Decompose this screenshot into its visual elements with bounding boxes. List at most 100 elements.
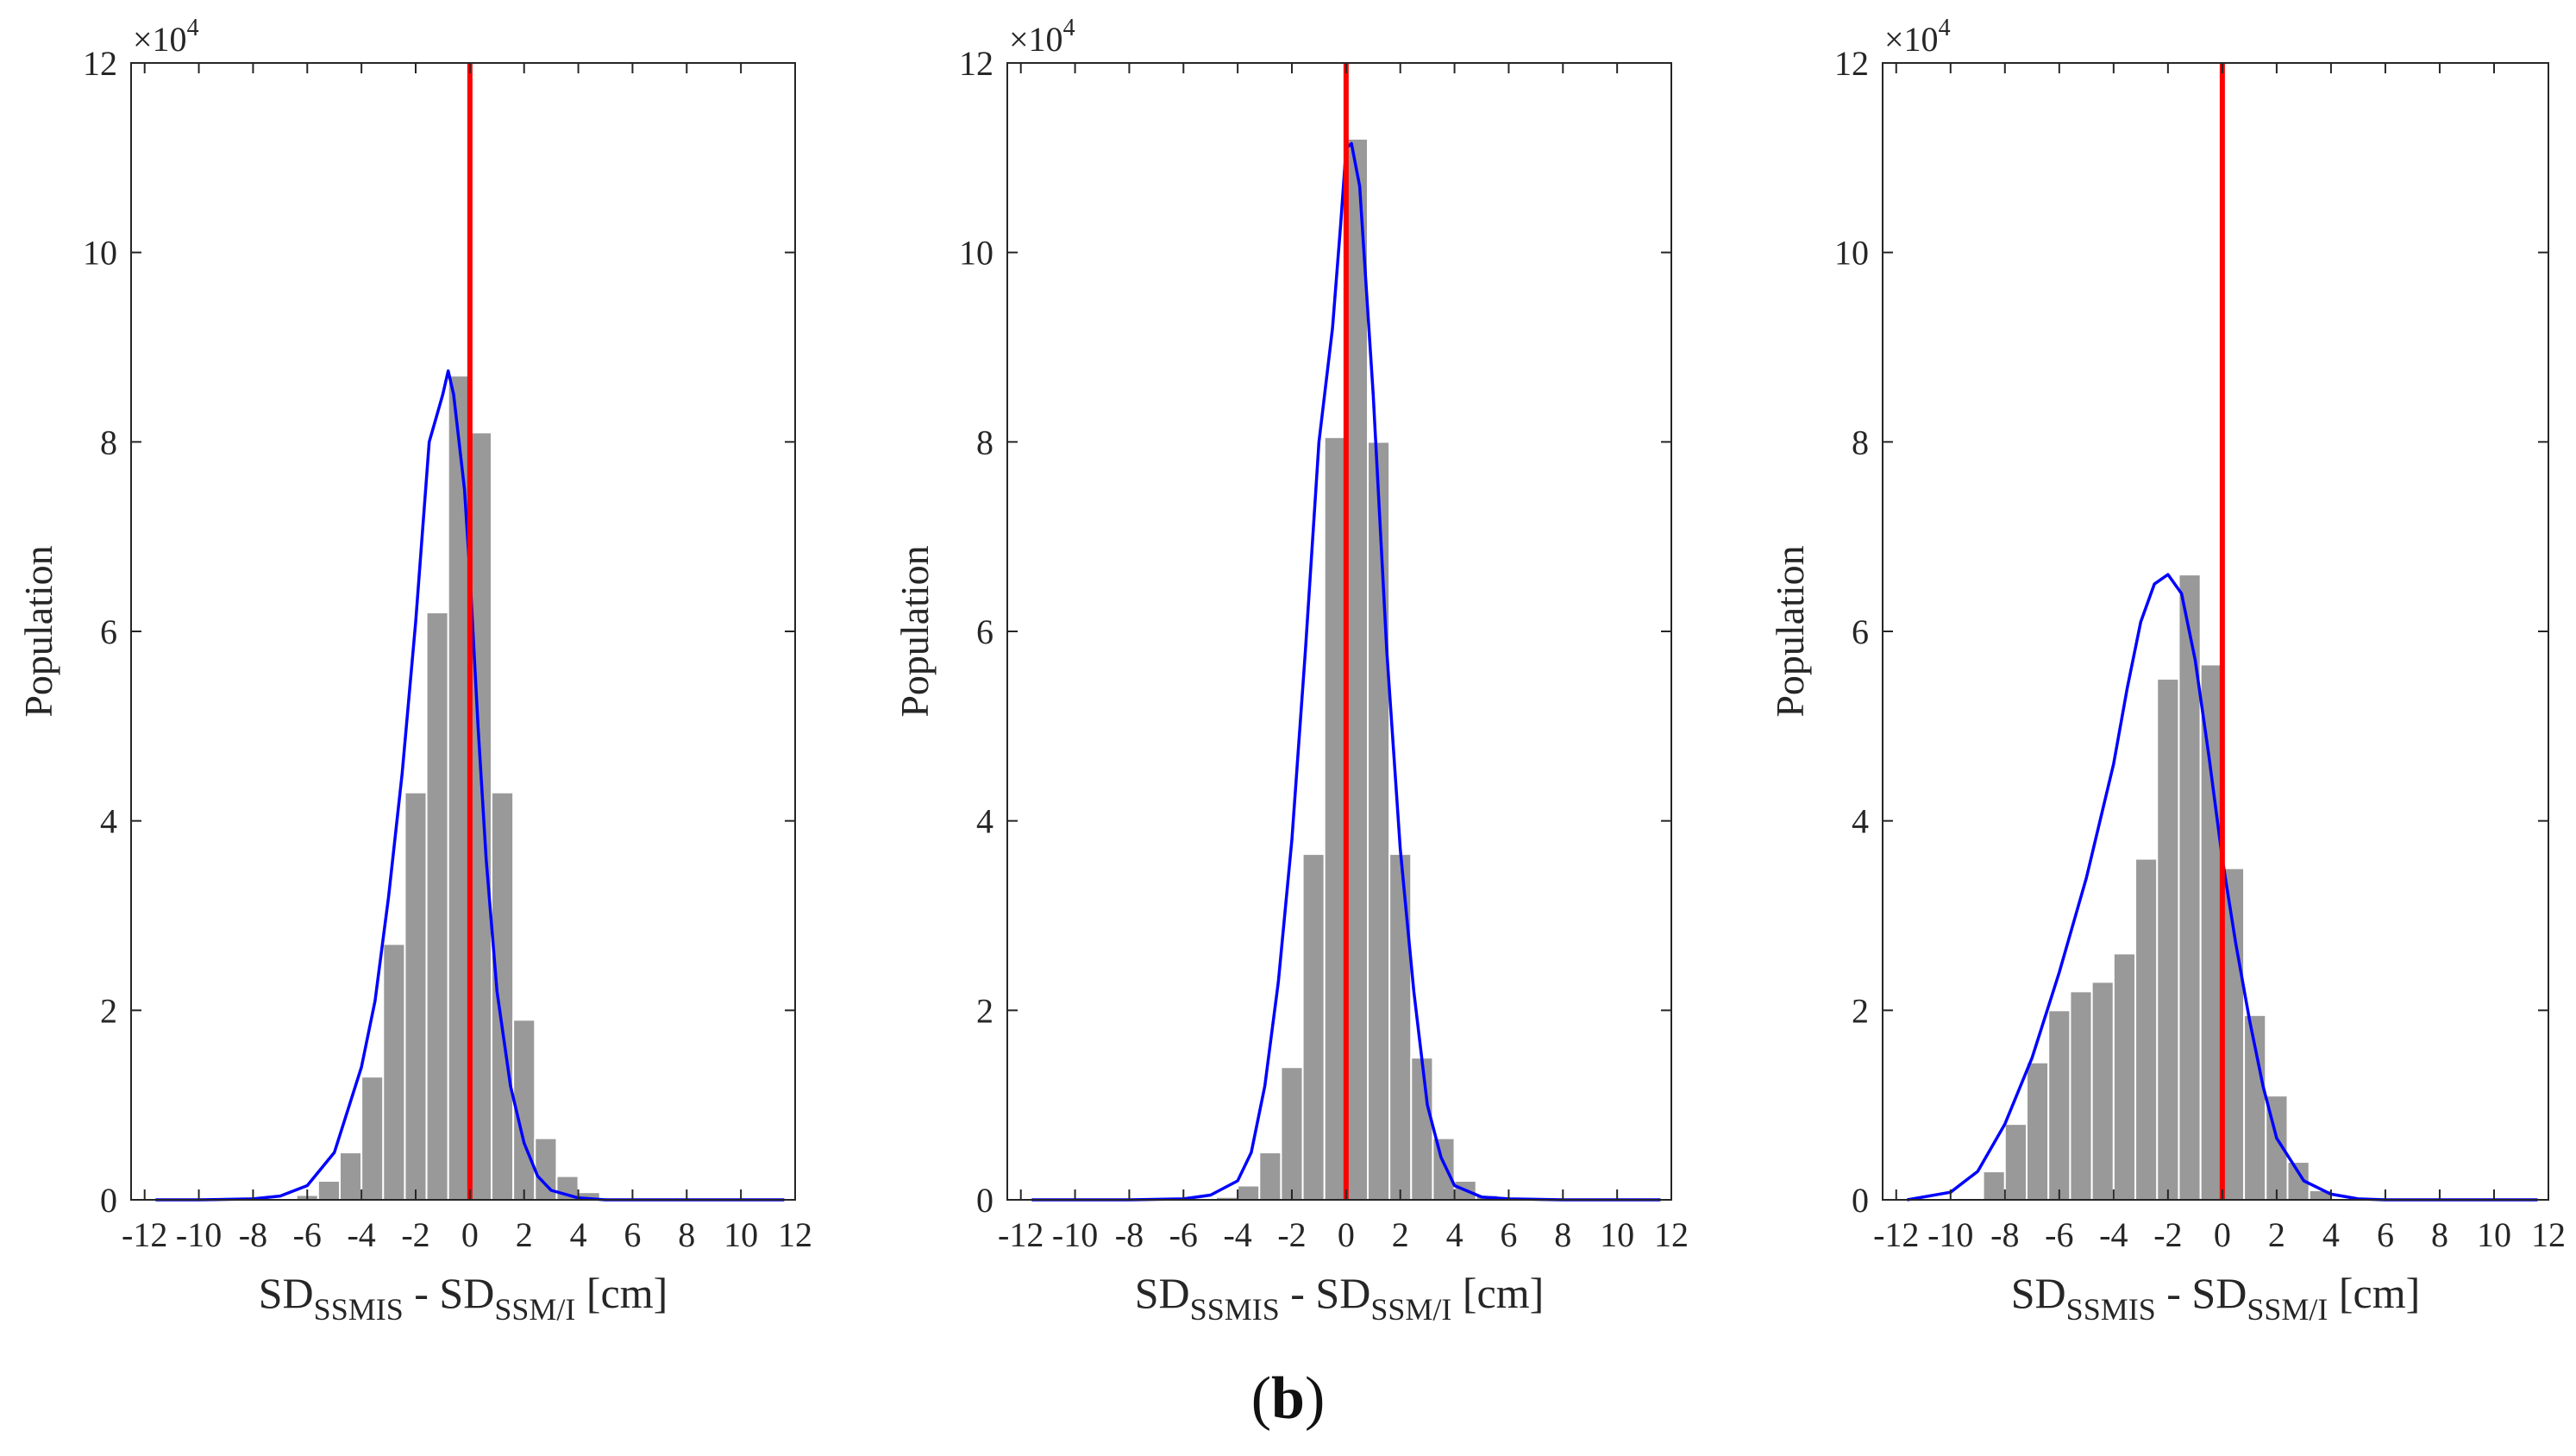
- x-tick-label: -2: [401, 1215, 429, 1254]
- fit-curve-line: [155, 369, 785, 1202]
- x-label-minus-sd: - SD: [2156, 1269, 2247, 1317]
- x-tick-label: 6: [1500, 1215, 1517, 1254]
- y-tick-label: 8: [976, 423, 993, 461]
- histogram-panel-2: -12 -10 -8 -6 -4 -2 0 2 4 6 8 10 12024681012×104Popu…: [893, 15, 1689, 1327]
- x-tick-label: -6: [293, 1215, 322, 1254]
- y-tick-label: 2: [1852, 991, 1869, 1030]
- y-axis-label: Population: [16, 545, 60, 717]
- x-tick-label: -4: [1223, 1215, 1251, 1254]
- histogram-bar: [339, 1152, 363, 1202]
- x-tick-label: -6: [2045, 1215, 2073, 1254]
- histogram-bar: [1301, 853, 1326, 1201]
- histogram-bar: [360, 1076, 385, 1202]
- histogram-bar: [491, 791, 515, 1201]
- histogram-bar: [382, 943, 406, 1201]
- x-label-sub-ssmis: SSMIS: [2066, 1292, 2156, 1327]
- histogram-bar: [2199, 663, 2223, 1201]
- histogram-bar: [1258, 1152, 1282, 1202]
- panel-label-close: ): [1304, 1365, 1326, 1432]
- x-label-sd-1: SD: [2011, 1269, 2066, 1317]
- panel-label-letter: b: [1271, 1365, 1305, 1432]
- histogram-panel-1: -12 -10 -8 -6 -4 -2 0 2 4 6 8 10 12024681012×104Popu…: [16, 15, 812, 1327]
- x-tick-label: -8: [239, 1215, 267, 1254]
- y-axis-label: Population: [1768, 545, 1812, 717]
- x-tick-label: 0: [2214, 1215, 2231, 1254]
- x-tick-label: 2: [516, 1215, 533, 1254]
- y-exponent-base: ×10: [1884, 20, 1939, 59]
- x-tick-label: 4: [2322, 1215, 2340, 1254]
- x-label-sub-ssmis: SSMIS: [314, 1292, 404, 1327]
- x-axis-label: SDSSMIS - SDSSM/I [cm]: [1135, 1269, 1545, 1327]
- x-label-sub-ssmis: SSMIS: [1190, 1292, 1280, 1327]
- x-tick-label: -10: [1052, 1215, 1098, 1254]
- x-tick-label: 4: [1446, 1215, 1463, 1254]
- x-tick-label: 8: [2431, 1215, 2448, 1254]
- y-tick-label: 12: [83, 44, 117, 83]
- y-tick-label: 10: [959, 234, 993, 273]
- histogram-bar: [468, 431, 492, 1202]
- histogram-bar: [1367, 441, 1391, 1201]
- x-tick-label: 10: [724, 1215, 758, 1254]
- histogram-bar: [2047, 1009, 2071, 1202]
- x-tick-label: -10: [1927, 1215, 1973, 1254]
- histogram-bar: [425, 612, 449, 1201]
- x-tick-label: 6: [624, 1215, 641, 1254]
- panel-label-open: (: [1250, 1365, 1272, 1432]
- x-label-sub-ssmi: SSM/I: [2247, 1292, 2328, 1327]
- x-label-unit: [cm]: [1451, 1269, 1544, 1317]
- x-tick-label: -8: [1990, 1215, 2019, 1254]
- y-tick-label: 10: [1834, 234, 1869, 273]
- histogram-bar: [1388, 853, 1413, 1201]
- x-tick-label: 8: [1554, 1215, 1571, 1254]
- x-label-minus-sd: - SD: [404, 1269, 495, 1317]
- x-label-unit: [cm]: [2328, 1269, 2420, 1317]
- x-tick-label: 12: [1654, 1215, 1689, 1254]
- histogram-bar: [1432, 1137, 1456, 1201]
- x-tick-label: 6: [2377, 1215, 2394, 1254]
- y-tick-label: 8: [1852, 423, 1869, 461]
- x-tick-label: -4: [2099, 1215, 2128, 1254]
- fit-curve-line: [1907, 573, 2538, 1202]
- y-tick-label: 0: [1852, 1181, 1869, 1220]
- y-exponent-power: 4: [1063, 15, 1075, 41]
- x-axis-label: SDSSMIS - SDSSM/I [cm]: [2011, 1269, 2421, 1327]
- x-label-sub-ssmi: SSM/I: [1370, 1292, 1451, 1327]
- x-tick-label: -12: [122, 1215, 167, 1254]
- x-tick-label: 8: [678, 1215, 695, 1254]
- y-exponent-label: ×104: [133, 15, 199, 59]
- x-axis-label: SDSSMIS - SDSSM/I [cm]: [259, 1269, 668, 1327]
- y-tick-label: 4: [976, 802, 993, 841]
- x-label-sd-1: SD: [259, 1269, 314, 1317]
- x-tick-label: 2: [1392, 1215, 1409, 1254]
- histogram-bar: [2090, 981, 2115, 1201]
- y-tick-label: 4: [1852, 802, 1869, 841]
- figure-panel-label: (b): [0, 1365, 2576, 1434]
- y-tick-label: 12: [959, 44, 993, 83]
- histogram-bar: [1323, 436, 1347, 1201]
- y-tick-label: 0: [100, 1181, 117, 1220]
- histogram-bar: [2003, 1123, 2028, 1201]
- histogram-bar: [317, 1180, 342, 1201]
- histogram-bar: [1237, 1184, 1261, 1202]
- y-tick-label: 8: [100, 423, 117, 461]
- x-tick-label: -12: [1873, 1215, 1919, 1254]
- histogram-bar: [2026, 1061, 2050, 1202]
- y-exponent-label: ×104: [1884, 15, 1951, 59]
- x-tick-label: -2: [2153, 1215, 2182, 1254]
- x-tick-label: 10: [2477, 1215, 2511, 1254]
- y-tick-label: 2: [976, 991, 993, 1030]
- histogram-bar: [1344, 137, 1369, 1201]
- x-tick-label: -12: [998, 1215, 1044, 1254]
- x-label-unit: [cm]: [575, 1269, 668, 1317]
- x-label-sd-1: SD: [1135, 1269, 1190, 1317]
- y-axis-label: Population: [893, 545, 937, 717]
- x-label-minus-sd: - SD: [1280, 1269, 1371, 1317]
- x-tick-label: 10: [1600, 1215, 1634, 1254]
- x-tick-label: -8: [1115, 1215, 1144, 1254]
- histogram-bar: [2134, 857, 2159, 1201]
- x-tick-label: -6: [1169, 1215, 1198, 1254]
- x-tick-label: -2: [1277, 1215, 1306, 1254]
- histogram-bar: [447, 374, 471, 1201]
- x-label-sub-ssmi: SSM/I: [494, 1292, 575, 1327]
